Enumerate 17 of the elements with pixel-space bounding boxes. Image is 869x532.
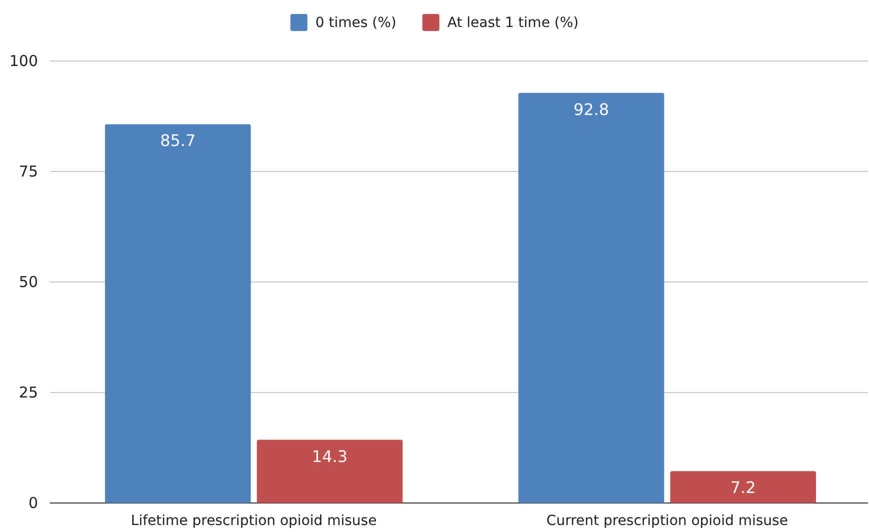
y-tick-label: 75 [18, 162, 38, 180]
bar [256, 440, 403, 503]
legend-label: At least 1 time (%) [447, 15, 579, 31]
y-tick-label: 50 [18, 272, 38, 291]
data-label: 7.2 [730, 478, 756, 498]
legend-label: 0 times (%) [315, 15, 396, 31]
data-label: 14.3 [312, 446, 348, 466]
data-label: 85.7 [160, 131, 196, 150]
x-tick-label: Current prescription opioid misuse [546, 512, 788, 529]
bar [670, 471, 816, 503]
y-tick-label: 100 [9, 52, 38, 70]
x-tick-label: Lifetime prescription opioid misuse [130, 512, 377, 529]
bar [518, 92, 664, 503]
y-tick-label: 25 [18, 383, 38, 402]
y-tick-label: 0 [28, 494, 38, 512]
data-label: 92.8 [573, 100, 610, 119]
bar [105, 124, 251, 503]
